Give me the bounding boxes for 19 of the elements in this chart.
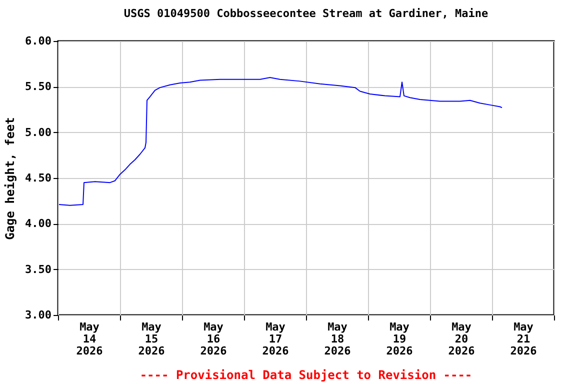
x-tick-label: May 18 2026 — [324, 320, 352, 358]
x-tick-label: May 17 2026 — [262, 320, 290, 358]
x-tick-label: May 15 2026 — [138, 320, 166, 358]
x-tick-label: May 19 2026 — [386, 320, 414, 358]
x-tick-label: May 20 2026 — [448, 320, 476, 358]
y-tick-label: 4.00 — [25, 217, 52, 230]
text: ---- Provisional Data Subject to Revision ---- — [140, 368, 472, 382]
x-tick-label: May 16 2026 — [200, 320, 228, 358]
y-tick-label: 5.00 — [25, 126, 52, 139]
x-tick-label: May 14 2026 — [76, 320, 104, 358]
y-tick-label: 4.50 — [25, 172, 52, 184]
y-tick-label: 5.50 — [25, 80, 52, 94]
y-tick-label: 6.00 — [25, 34, 52, 48]
y-tick-label: 3.00 — [25, 308, 52, 322]
y-axis-title: Gage height, feet — [3, 117, 18, 240]
x-tick-label: May 21 2026 — [510, 320, 538, 358]
chart-title: USGS 01049500 Cobbosseecontee Stream at Gardiner, Maine — [124, 7, 488, 20]
y-tick-label: 3.50 — [25, 262, 52, 276]
line-series — [58, 77, 502, 206]
